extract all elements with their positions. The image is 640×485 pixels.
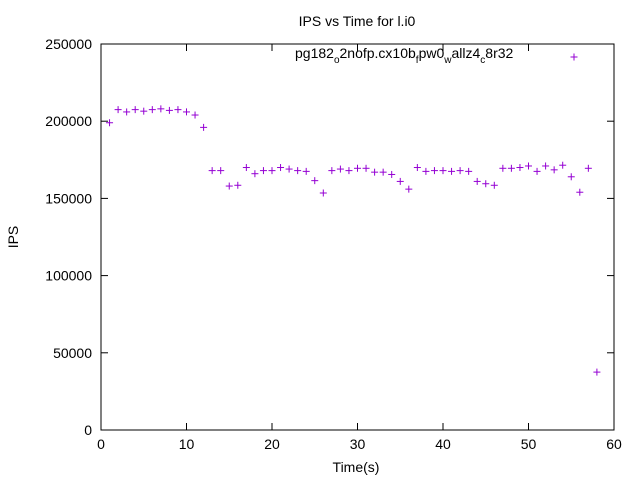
data-point — [157, 105, 165, 113]
data-point — [439, 167, 447, 175]
data-point — [354, 164, 361, 172]
legend-part: c — [480, 55, 486, 66]
data-point — [584, 164, 592, 172]
y-tick-label: 200000 — [45, 113, 92, 129]
data-point — [430, 167, 438, 175]
data-point — [362, 164, 370, 172]
data-point — [131, 106, 139, 114]
legend-part: w — [444, 55, 452, 66]
data-point — [174, 106, 182, 114]
data-point — [550, 166, 558, 174]
legend-part: pw0 — [418, 45, 445, 61]
data-point — [567, 173, 575, 181]
data-point — [448, 167, 456, 175]
data-point — [345, 167, 353, 175]
data-point — [208, 167, 216, 175]
data-point — [251, 170, 259, 178]
data-point — [183, 108, 190, 116]
data-point — [559, 161, 567, 169]
data-point — [336, 165, 344, 173]
legend-marker — [570, 53, 578, 61]
data-point — [328, 167, 336, 175]
legend-series-label: pg182o2nofp.cx10bfpw0wallz4c8r32 — [295, 45, 514, 66]
data-point — [576, 188, 584, 196]
legend-part: f — [415, 55, 419, 66]
data-points — [106, 53, 601, 376]
x-tick-label: 10 — [179, 436, 195, 452]
y-tick-label: 50000 — [53, 345, 92, 361]
data-point — [405, 185, 413, 193]
data-point — [379, 168, 387, 176]
data-point — [499, 164, 507, 172]
data-point — [268, 167, 276, 175]
y-tick-label: 0 — [84, 422, 92, 438]
x-tick-label: 60 — [606, 436, 622, 452]
data-point — [242, 164, 250, 172]
data-point — [542, 162, 550, 170]
data-point — [200, 123, 208, 131]
data-point — [277, 164, 285, 172]
x-axis-label: Time(s) — [333, 459, 380, 475]
legend-part: 2nofp.cx10b — [339, 45, 416, 61]
data-point — [525, 162, 532, 170]
data-point — [302, 167, 310, 175]
data-point — [490, 181, 498, 189]
data-point — [533, 167, 541, 175]
data-point — [396, 177, 404, 185]
legend-part: 8r32 — [485, 45, 514, 61]
legend-part: pg182 — [295, 45, 334, 61]
data-point — [234, 181, 242, 189]
data-point — [422, 167, 430, 175]
plot-frame — [100, 43, 615, 431]
y-axis-label: IPS — [5, 226, 21, 249]
data-point — [371, 168, 379, 176]
data-point — [217, 167, 225, 175]
data-point — [465, 167, 473, 175]
y-tick-label: 100000 — [45, 268, 92, 284]
data-point — [311, 177, 319, 185]
x-tick-label: 30 — [350, 436, 366, 452]
data-point — [106, 119, 114, 127]
data-point — [148, 106, 156, 114]
data-point — [123, 108, 131, 116]
chart-title: IPS vs Time for l.i0 — [299, 13, 416, 29]
data-point — [516, 164, 524, 172]
x-tick-label: 40 — [435, 436, 451, 452]
x-tick-label: 0 — [97, 436, 105, 452]
y-tick-label: 150000 — [45, 190, 92, 206]
data-point — [482, 180, 490, 188]
data-point — [388, 170, 396, 178]
legend-part: allz4 — [451, 45, 481, 61]
data-point — [285, 165, 293, 173]
legend-part: o — [333, 55, 340, 66]
x-tick-label: 20 — [264, 436, 280, 452]
data-point — [191, 111, 199, 119]
data-point — [294, 167, 302, 175]
data-point — [225, 182, 233, 190]
data-point — [114, 106, 122, 114]
data-point — [507, 164, 515, 172]
data-point — [165, 106, 173, 114]
x-tick-label: 50 — [521, 436, 537, 452]
data-point — [259, 167, 267, 175]
data-point — [593, 368, 601, 376]
axis-ticks: 0 10 20 30 40 50 60 0 50000 100000 150000 200000 250… — [45, 36, 622, 452]
data-point — [473, 177, 481, 185]
data-point — [456, 167, 464, 175]
data-point — [413, 164, 421, 172]
data-point — [140, 107, 148, 115]
y-tick-label: 250000 — [45, 36, 92, 52]
data-point — [319, 189, 327, 197]
